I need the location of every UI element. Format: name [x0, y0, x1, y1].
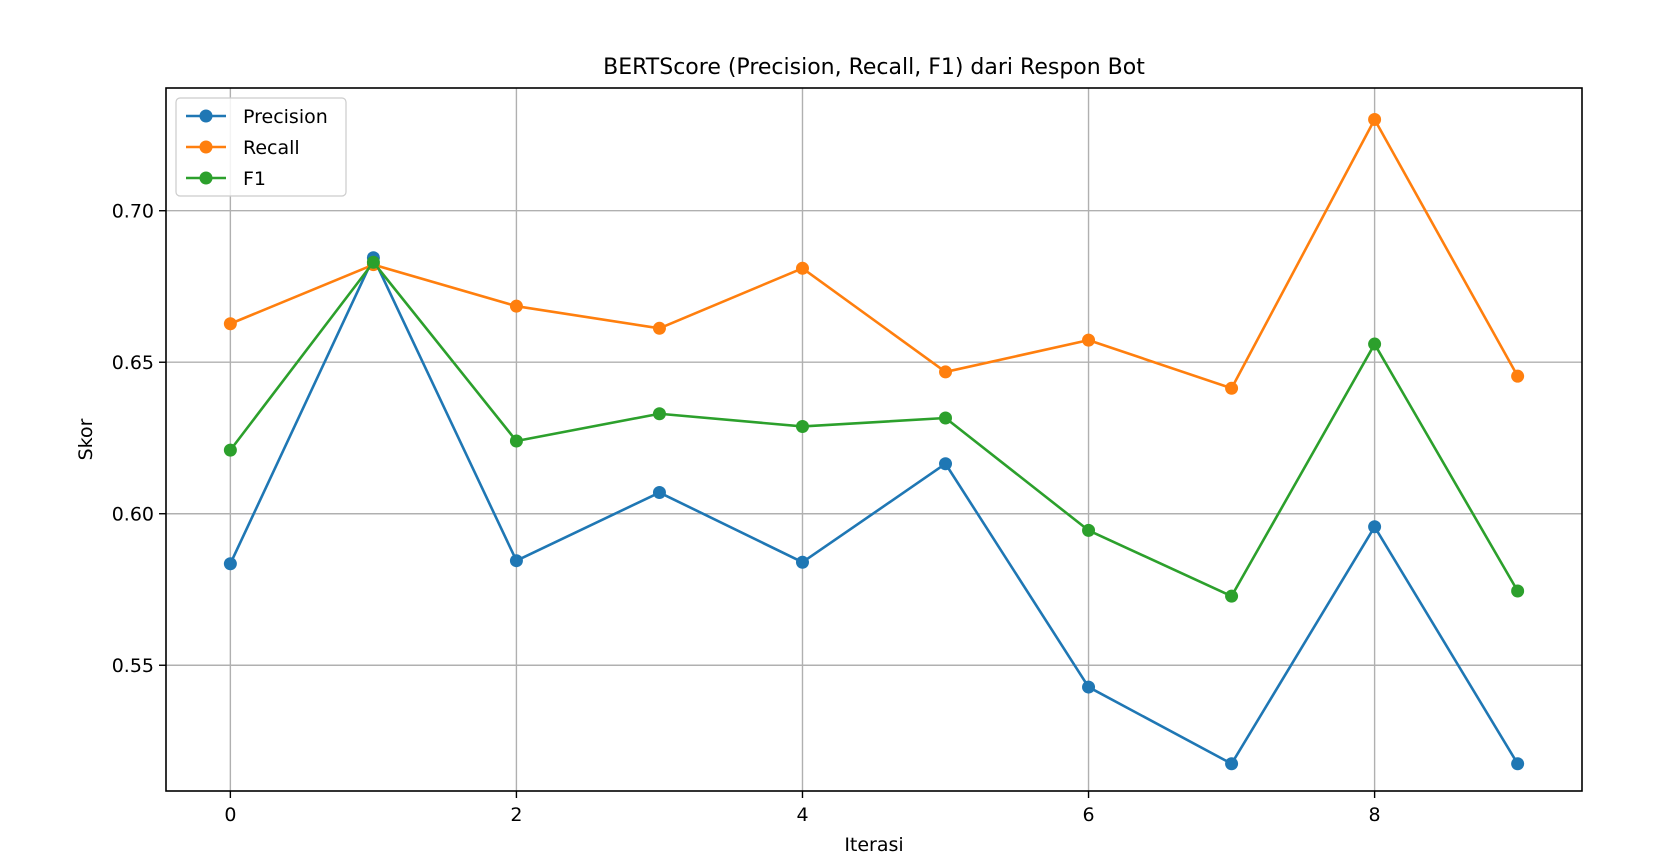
recall-point: [1511, 369, 1525, 383]
x-tick-label: 8: [1369, 804, 1381, 826]
x-axis-label: Iterasi: [844, 834, 903, 856]
precision-point: [223, 557, 237, 571]
precision-point: [1225, 757, 1239, 771]
f1-point: [1511, 584, 1525, 598]
y-tick-label: 0.55: [112, 655, 154, 677]
f1-line: [229, 260, 1519, 598]
precision-point: [939, 457, 953, 471]
recall-point: [1225, 381, 1239, 395]
f1-point: [366, 255, 380, 269]
f1-point: [1225, 589, 1239, 603]
recall-point: [223, 317, 237, 331]
series-layer: [223, 113, 1525, 771]
legend-marker-recall: [199, 140, 213, 154]
series-precision: [223, 251, 1525, 771]
f1-point: [509, 434, 523, 448]
f1-point: [939, 411, 953, 425]
precision-line: [229, 256, 1519, 766]
recall-point: [652, 321, 666, 335]
grid: [166, 88, 1582, 791]
f1-point: [1082, 523, 1096, 537]
x-tick-label: 4: [796, 804, 808, 826]
y-tick-label: 0.70: [112, 201, 154, 223]
legend-label-f1: F1: [243, 168, 266, 190]
f1-point: [652, 407, 666, 421]
recall-point: [795, 261, 809, 275]
f1-point: [1368, 337, 1382, 351]
x-tick-label: 6: [1082, 804, 1094, 826]
recall-line: [229, 118, 1519, 390]
y-tick-label: 0.65: [112, 352, 154, 374]
legend-marker-f1: [199, 171, 213, 185]
y-tick-label: 0.60: [112, 504, 154, 526]
x-axis-ticks: 0 2 4 6 8: [224, 791, 1381, 826]
f1-point: [795, 419, 809, 433]
y-axis-ticks: 0.55 0.60 0.65 0.70: [112, 201, 166, 677]
precision-point: [1511, 757, 1525, 771]
legend-label-recall: Recall: [243, 137, 300, 159]
precision-point: [1082, 680, 1096, 694]
precision-point: [652, 486, 666, 500]
x-tick-label: 0: [224, 804, 236, 826]
chart-title: BERTScore (Precision, Recall, F1) dari R…: [603, 55, 1145, 80]
recall-point: [939, 365, 953, 379]
precision-point: [509, 554, 523, 568]
legend-label-precision: Precision: [243, 106, 328, 128]
precision-point: [795, 555, 809, 569]
y-axis-label: Skor: [75, 418, 97, 460]
x-tick-label: 2: [510, 804, 522, 826]
legend: Precision Recall F1: [175, 97, 347, 197]
legend-marker-precision: [199, 109, 213, 123]
f1-point: [223, 443, 237, 457]
recall-point: [509, 299, 523, 313]
recall-point: [1082, 333, 1096, 347]
precision-point: [1368, 520, 1382, 534]
recall-point: [1368, 113, 1382, 127]
legend-box: [175, 97, 347, 197]
plot-frame: [165, 87, 1583, 792]
series-f1: [223, 255, 1525, 603]
